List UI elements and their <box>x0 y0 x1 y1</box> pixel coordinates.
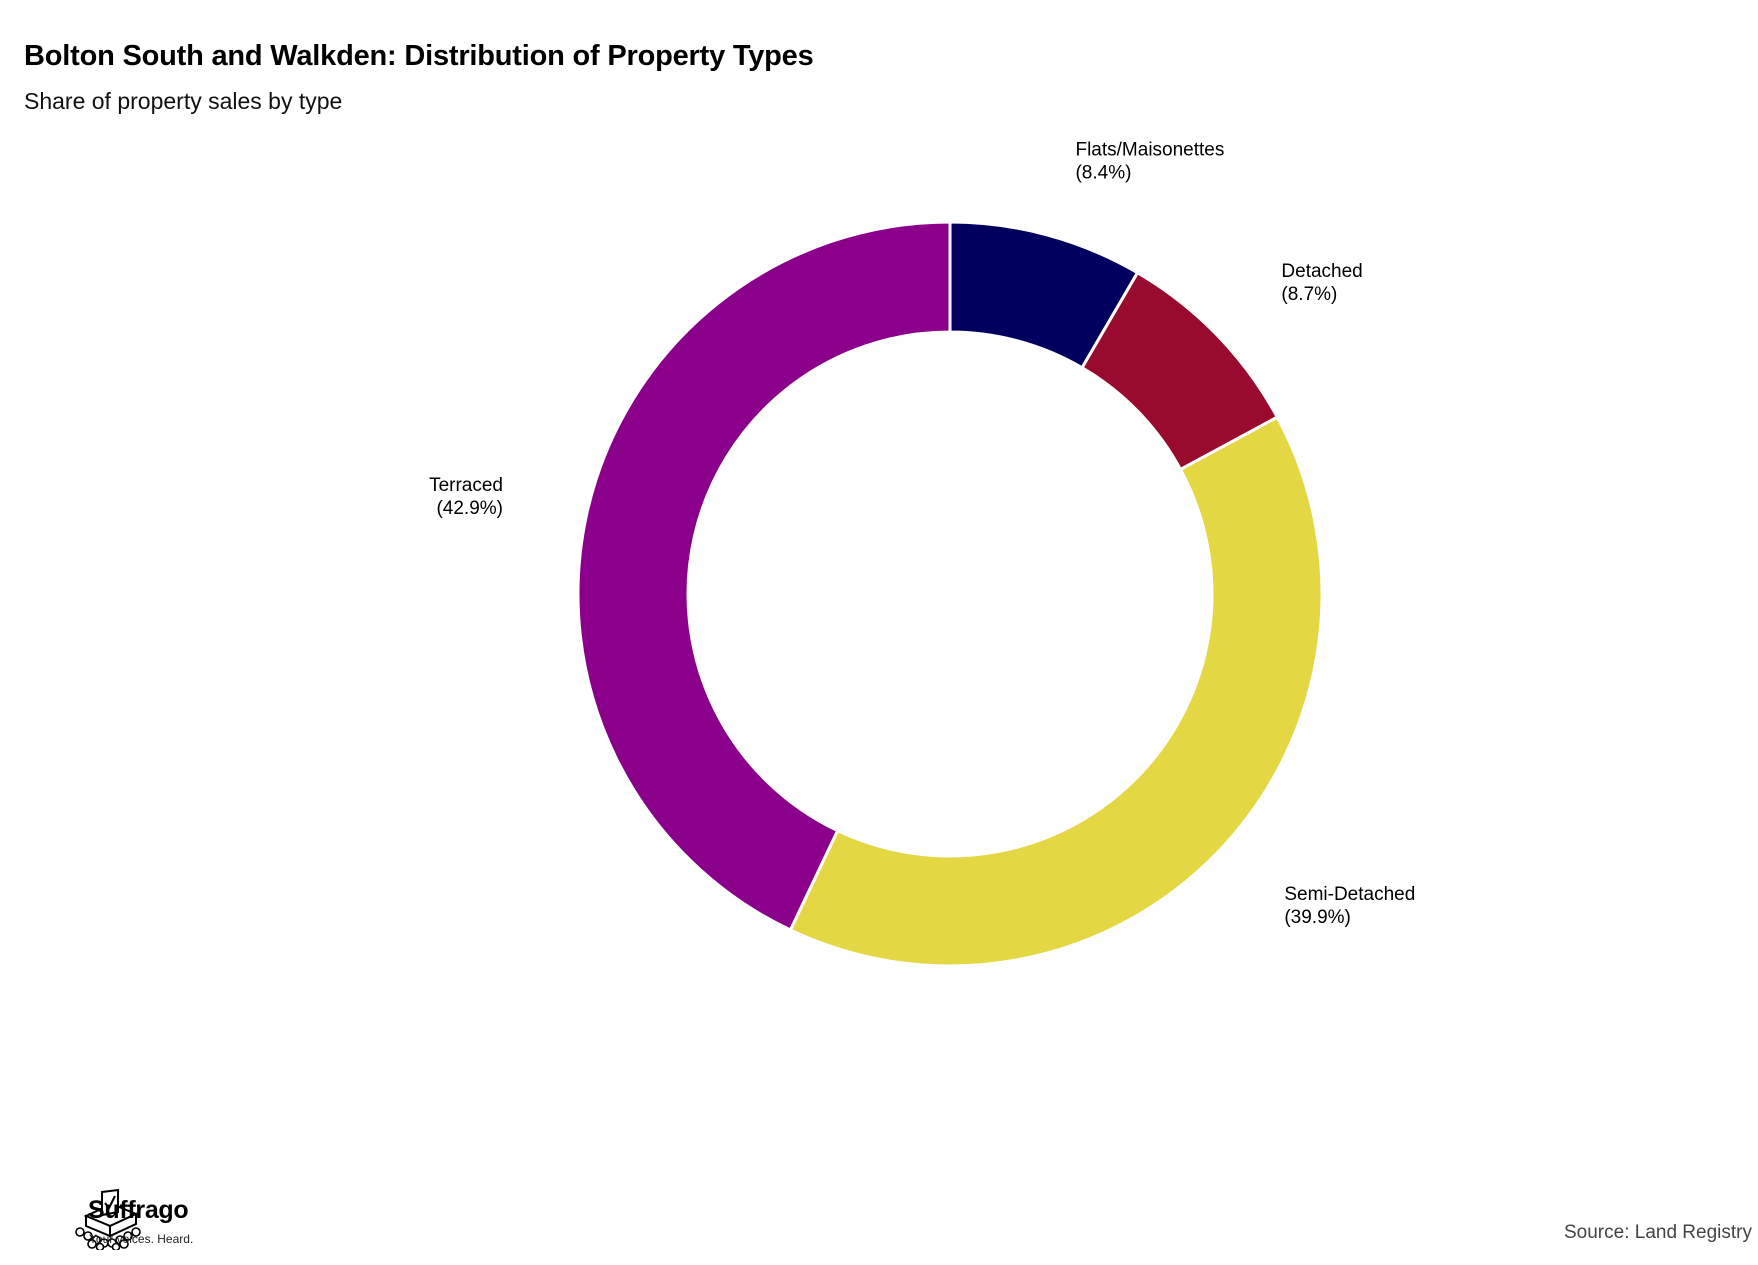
donut-slice-labels: Flats/Maisonettes(8.4%) Detached(8.7%) Sem… <box>429 140 1415 928</box>
brand-tagline: Your voices. Heard. <box>89 1232 194 1246</box>
slice-value-flats-maisonettes: (8.4%) <box>1075 163 1131 184</box>
source-note: Source: Land Registry <box>1564 1222 1752 1243</box>
slice-semi-detached <box>788 415 1324 968</box>
chart-title: Bolton South and Walkden: Distribution o… <box>24 40 814 72</box>
chart-subtitle: Share of property sales by type <box>24 88 343 114</box>
slice-terraced <box>576 220 952 933</box>
slice-label-detached: Detached <box>1281 261 1362 282</box>
slice-value-detached: (8.7%) <box>1281 284 1337 305</box>
slice-label-flats-maisonettes: Flats/Maisonettes <box>1075 140 1224 161</box>
slice-value-semi-detached: (39.9%) <box>1284 907 1351 928</box>
slice-label-semi-detached: Semi-Detached <box>1284 884 1415 905</box>
slice-value-terraced: (42.9%) <box>436 498 503 519</box>
donut-slices <box>576 220 1324 968</box>
slice-label-terraced: Terraced <box>429 475 503 496</box>
brand-name: Suffrago <box>88 1196 189 1224</box>
ballot-box-icon <box>75 1188 141 1250</box>
